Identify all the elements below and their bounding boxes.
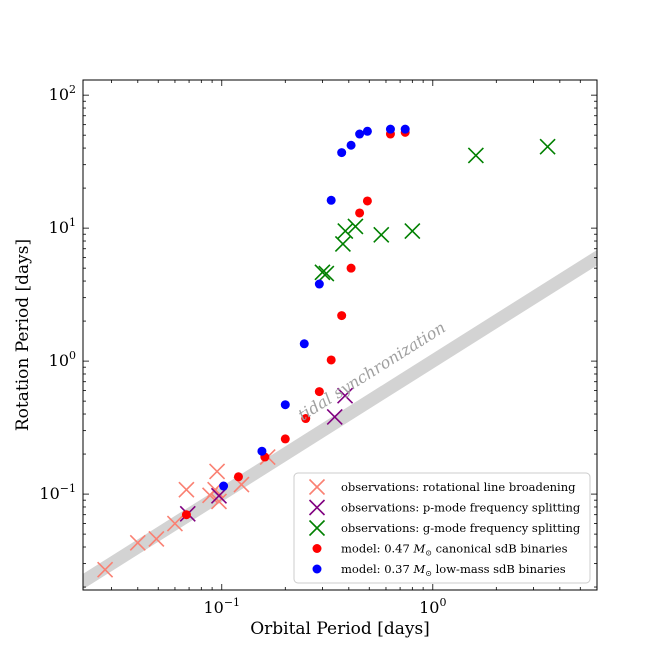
legend-entry-label: model: 0.37 M⊙ low-mass sdB binaries [341,562,566,578]
y-tick-label: 10−1 [39,482,76,503]
x-marker-point [334,235,351,253]
legend-entry-label: observations: rotational line broadening [341,480,576,494]
x-marker-point [210,493,228,510]
x-marker-point [373,226,390,243]
dot-marker-point [400,124,410,134]
x-marker-point [539,138,556,155]
legend-x-marker [308,478,326,496]
dot-marker-point [280,400,290,410]
dot-marker-point [362,196,372,206]
dot-marker-point [257,446,267,456]
x-marker-point [208,463,226,480]
x-marker-point [166,515,184,532]
dot-marker-point [326,355,336,365]
dot-marker-point [233,472,243,482]
dot-marker-point [346,263,356,273]
dot-marker-point [355,208,365,218]
legend-entry-label: observations: p-mode frequency splitting [341,501,581,515]
dot-marker-point [346,140,356,150]
x-marker-point [97,561,114,578]
x-marker-point [148,530,165,548]
x-marker-point [337,223,354,240]
dot-marker-point [181,510,191,520]
x-tick-label: 10−1 [203,596,240,617]
dot-marker-point [301,414,311,424]
x-marker-point [404,223,421,240]
x-axis-label: Orbital Period [days] [250,619,430,639]
dot-marker-point [219,481,229,491]
plot-frame [82,79,598,591]
x-marker-point [314,264,331,281]
y-axis-label: Rotation Period [days] [13,239,33,431]
dot-marker-point [385,124,395,134]
x-marker-point [129,534,146,551]
dot-marker-point [280,434,290,444]
legend-x-marker [308,499,326,516]
x-tick-label: 100 [419,596,446,617]
series-5 [219,124,410,491]
legend-x-marker [308,519,326,537]
x-marker-point [178,481,195,498]
dot-marker-point [314,279,324,289]
x-marker-point [347,218,364,235]
dot-marker-point [355,129,365,139]
x-marker-point [467,147,484,164]
legend-box [293,472,591,584]
x-marker-point [318,265,335,282]
dot-marker-point [337,311,347,321]
x-marker-point [210,487,228,504]
dot-marker-point [314,387,324,397]
series-3 [314,138,556,282]
legend: observations: rotational line broadening… [293,472,591,584]
legend-dot-marker [312,544,322,553]
dot-marker-point [337,148,347,158]
legend-dot-marker [312,564,322,574]
x-marker-point [326,408,343,426]
y-tick-label: 100 [49,349,76,370]
y-tick-label: 102 [49,83,76,104]
dot-marker-point [326,195,336,205]
legend-entry-label: observations: g-mode frequency splitting [341,521,581,535]
legend-entry-label: model: 0.47 M⊙ canonical sdB binaries [341,542,568,558]
y-tick-label: 101 [49,216,76,237]
dot-marker-point [299,339,309,349]
x-marker-point [337,387,354,404]
dot-marker-point [362,126,372,136]
